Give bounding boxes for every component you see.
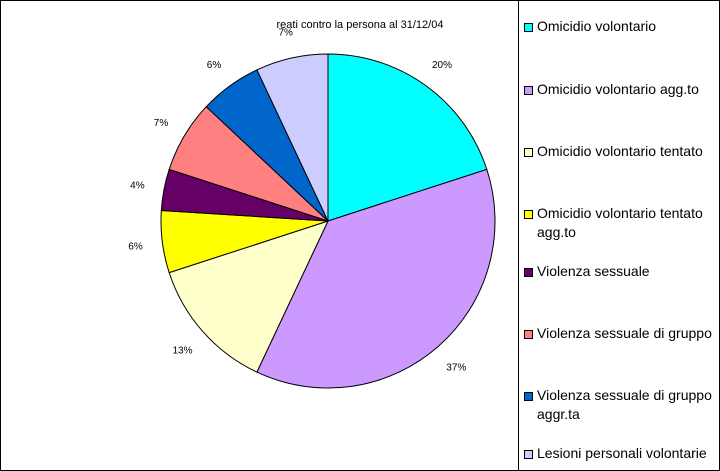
percent-label-7: 6%	[207, 60, 222, 71]
percent-label-1: 20%	[432, 60, 452, 71]
percent-label-6: 7%	[154, 118, 169, 129]
legend-label: Violenza sessuale di gruppo aggr.ta	[537, 387, 712, 422]
legend-label: Lesioni personali volontarie	[537, 445, 707, 461]
legend-label: Omicidio volontario agg.to	[537, 81, 699, 97]
legend-label: Violenza sessuale di gruppo	[537, 325, 712, 341]
percent-label-3: 13%	[172, 345, 192, 356]
chart-title: reati contro la persona al 31/12/04	[277, 19, 444, 31]
pie-slice-1	[327, 53, 488, 222]
legend-label: Omicidio volontario	[537, 18, 657, 34]
legend-swatch	[524, 450, 533, 459]
percent-label-8: 7%	[278, 28, 293, 39]
percent-label-2: 37%	[446, 363, 466, 374]
legend-label: Omicidio volontario tentato	[537, 143, 703, 159]
legend-swatch	[524, 392, 533, 401]
legend-swatch	[524, 86, 533, 95]
legend-swatch	[524, 330, 533, 339]
percent-label-4: 6%	[128, 241, 143, 252]
legend-label: Omicidio volontario tentato agg.to	[537, 205, 703, 240]
percent-label-5: 4%	[130, 181, 145, 192]
pie-slice-8	[256, 53, 329, 222]
legend-swatch	[524, 268, 533, 277]
legend-swatch	[524, 23, 533, 32]
pie-slice-2	[256, 168, 496, 389]
percent-labels: 20% 37% 13% 6% 4% 7% 6% 7%	[128, 28, 466, 374]
legend: Omicidio volontario Omicidio volontario a…	[518, 3, 720, 471]
legend-swatch	[524, 148, 533, 157]
legend-swatch	[524, 210, 533, 219]
pie-slices	[160, 53, 496, 389]
pie-slice-3	[168, 220, 329, 373]
legend-label: Violenza sessuale	[537, 263, 650, 279]
